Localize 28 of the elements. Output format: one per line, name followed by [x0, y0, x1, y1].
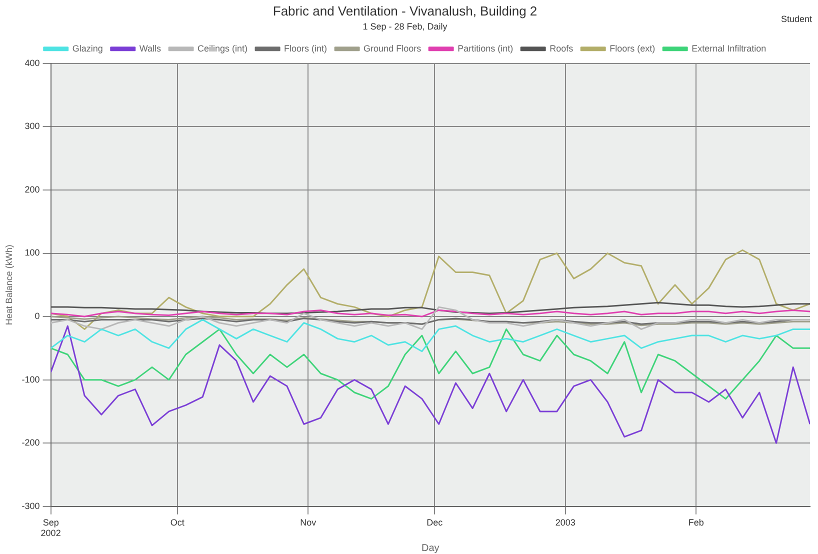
chart-title: Fabric and Ventilation - Vivanalush, Building 2: [272, 3, 538, 18]
y-tick-label: 300: [24, 121, 40, 132]
legend-label: Roofs: [550, 43, 574, 54]
legend-label: Walls: [139, 43, 162, 54]
y-tick-label: -200: [22, 438, 40, 448]
y-tick-label: 400: [24, 58, 40, 68]
y-tick-label: 0: [34, 311, 40, 322]
x-tick-label: 2003: [555, 517, 576, 528]
x-tick-label: Nov: [300, 517, 317, 528]
legend-label: Ground Floors: [364, 43, 422, 54]
y-tick-label: -300: [22, 500, 40, 511]
legend-label: Ceilings (int): [198, 43, 248, 54]
x-axis-title: Day: [422, 542, 440, 554]
legend-label: External Infiltration: [692, 43, 766, 54]
x-tick-label: Feb: [688, 517, 704, 528]
text: Student: [780, 14, 812, 24]
y-tick-label: 200: [24, 184, 40, 194]
y-tick-label: 100: [24, 248, 40, 258]
x-tick-label: Dec: [426, 517, 444, 528]
legend-label: Glazing: [72, 43, 103, 54]
legend-label: Floors (ext): [610, 43, 656, 54]
chart-subtitle: 1 Sep - 28 Feb, Daily: [362, 21, 448, 32]
y-axis-title: Heat Balance (kWh): [4, 244, 14, 326]
legend-label: Partitions (int): [458, 43, 514, 54]
x-tick-label: Oct: [170, 517, 185, 528]
x-tick-label: Sep 2002: [40, 517, 61, 538]
legend-label: Floors (int): [284, 43, 328, 54]
y-tick-label: -100: [22, 374, 40, 384]
